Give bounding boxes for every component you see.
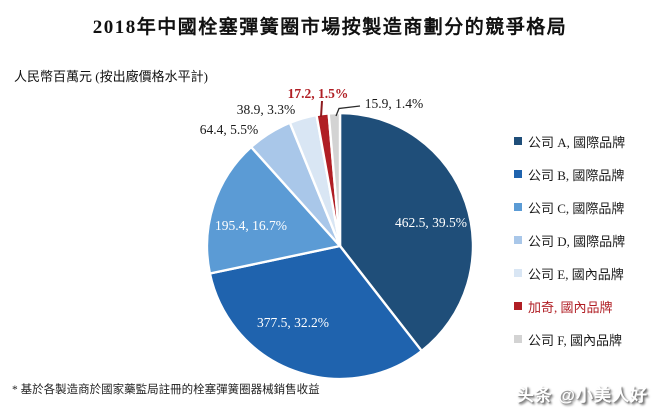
slice-label-4: 38.9, 3.3%	[237, 102, 296, 117]
legend-label: 公司 A, 國際品牌	[528, 134, 626, 150]
pie-slice-1	[208, 244, 423, 381]
pie-slice-2	[205, 145, 342, 275]
slice-label-5: 17.2, 1.5%	[288, 86, 349, 101]
legend-label: 公司 C, 國際品牌	[528, 200, 625, 216]
pie-slice-6	[327, 111, 342, 248]
legend-swatch-icon	[514, 203, 522, 211]
legend-item-0: 公司 A, 國際品牌	[514, 134, 626, 150]
page-title: 2018年中國栓塞彈簧圈市場按製造商劃分的競爭格局	[92, 17, 568, 38]
pie-slice-0	[338, 111, 475, 353]
legend-label: 公司 B, 國際品牌	[528, 167, 625, 183]
legend-item-3: 公司 D, 國際品牌	[514, 233, 626, 249]
footnote: * 基於各製造商於國家藥監局註冊的栓塞彈簧圈器械銷售收益	[12, 384, 320, 396]
legend-item-4: 公司 E, 國內品牌	[514, 266, 625, 282]
legend-item-6: 公司 F, 國內品牌	[514, 332, 625, 348]
legend-item-1: 公司 B, 國際品牌	[514, 167, 625, 183]
legend-swatch-icon	[514, 302, 522, 310]
slice-label-6: 15.9, 1.4%	[365, 96, 424, 111]
legend-swatch-icon	[514, 269, 522, 277]
legend-swatch-icon	[514, 137, 522, 145]
legend: 公司 A, 國際品牌 公司 B, 國際品牌 公司 C, 國際品牌 公司 D, 國際品牌…	[514, 134, 625, 365]
legend-label: 公司 E, 國內品牌	[528, 266, 624, 282]
watermark: 头条 @小美人好	[516, 386, 648, 405]
pie-chart: 462.5, 39.5% 377.5, 32.2% 195.4, 16.7% 64.4…	[200, 86, 475, 381]
legend-item-2: 公司 C, 國際品牌	[514, 200, 625, 216]
legend-swatch-icon	[514, 335, 522, 343]
legend-item-5: 加奇, 國內品牌	[514, 299, 625, 315]
leader-line-0	[320, 100, 323, 118]
legend-label: 公司 D, 國際品牌	[528, 233, 626, 249]
slice-label-3: 64.4, 5.5%	[200, 122, 259, 137]
slice-label-0: 462.5, 39.5%	[395, 215, 467, 230]
legend-label: 公司 F, 國內品牌	[528, 332, 622, 348]
legend-label: 加奇, 國內品牌	[528, 299, 613, 315]
slice-label-1: 377.5, 32.2%	[257, 315, 329, 330]
axis-unit-label: 人民幣百萬元 (按出廠價格水平計)	[14, 69, 208, 84]
slice-label-2: 195.4, 16.7%	[215, 218, 287, 233]
leader-line-1	[335, 105, 361, 117]
legend-swatch-icon	[514, 236, 522, 244]
legend-swatch-icon	[514, 170, 522, 178]
